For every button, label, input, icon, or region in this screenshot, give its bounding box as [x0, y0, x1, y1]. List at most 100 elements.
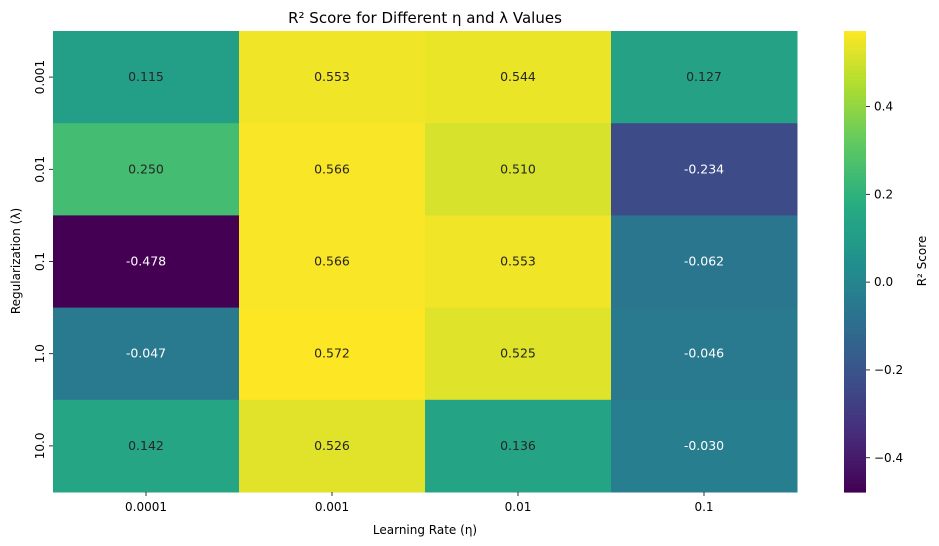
colorbar-segment [844, 269, 866, 274]
colorbar-segment [844, 319, 866, 324]
colorbar-segment [844, 434, 866, 439]
colorbar-segment [844, 127, 866, 132]
colorbar-segment [844, 346, 866, 351]
cell-value-label: 0.553 [500, 254, 536, 269]
colorbar: 0.4 0.2 0.0 −0.2 −0.4 [844, 31, 903, 493]
colorbar-segment [844, 238, 866, 243]
colorbar-segment [844, 61, 866, 67]
heatmap-cell [425, 123, 612, 216]
colorbar-segment [844, 273, 866, 278]
cell-value-label: 0.250 [128, 161, 164, 176]
colorbar-segment [844, 480, 866, 485]
colorbar-segment [844, 361, 866, 366]
y-tick-label: 0.001 [33, 60, 47, 94]
cell-value-label: 0.136 [500, 438, 536, 453]
colorbar-segment [844, 449, 866, 455]
colorbar-segment [844, 42, 866, 47]
heatmap-cell [53, 215, 240, 309]
colorbar-segment [844, 384, 866, 389]
colorbar-segment [844, 395, 866, 401]
colorbar-segment [844, 392, 866, 397]
colorbar-segment [844, 399, 866, 405]
colorbar-segment [844, 342, 866, 347]
colorbar-segment [844, 380, 866, 386]
x-tick-label: 0.0001 [125, 500, 167, 514]
colorbar-segment [844, 296, 866, 301]
x-tick-label: 0.001 [315, 500, 349, 514]
heatmap-cell [239, 307, 426, 401]
colorbar-tick-label: −0.2 [874, 363, 903, 377]
colorbar-segment [844, 169, 866, 174]
heatmap-cell [611, 399, 798, 493]
colorbar-segment [844, 253, 866, 259]
chart-title: R² Score for Different η and λ Values [288, 9, 562, 27]
colorbar-segment [844, 80, 866, 86]
colorbar-segment [844, 246, 866, 251]
colorbar-tick-label: 0.0 [874, 275, 893, 289]
y-tick-label: 0.01 [33, 156, 47, 183]
heatmap-cell [239, 215, 426, 309]
colorbar-segment [844, 307, 866, 313]
colorbar-segment [844, 161, 866, 167]
heatmap-cell [611, 123, 798, 216]
colorbar-segment [844, 276, 866, 282]
colorbar-segment [844, 50, 866, 55]
heatmap-cell [425, 399, 612, 493]
heatmap-cell [611, 215, 798, 309]
colorbar-segment [844, 211, 866, 216]
colorbar-segment [844, 242, 866, 247]
colorbar-segment [844, 453, 866, 459]
cell-value-label: 0.544 [500, 69, 536, 84]
cell-value-label: -0.047 [126, 346, 166, 361]
y-axis-label: Regularization (λ) [9, 208, 23, 314]
colorbar-segment [844, 38, 866, 44]
colorbar-segment [844, 303, 866, 309]
cell-value-label: 0.510 [500, 161, 536, 176]
colorbar-segment [844, 34, 866, 40]
heatmap-cell [53, 307, 240, 401]
colorbar-segment [844, 426, 866, 432]
colorbar-segment [844, 142, 866, 147]
heatmap-cell [239, 399, 426, 493]
colorbar-segment [844, 100, 866, 105]
x-axis-label: Learning Rate (η) [373, 523, 477, 537]
colorbar-segment [844, 207, 866, 213]
heatmap-cell [53, 31, 240, 124]
colorbar-segment [844, 369, 866, 374]
colorbar-segment [844, 215, 866, 220]
colorbar-segment [844, 326, 866, 332]
heatmap-cell [53, 399, 240, 493]
colorbar-segment [844, 388, 866, 393]
colorbar-segment [844, 445, 866, 451]
y-tick-label: 10.0 [33, 433, 47, 460]
colorbar-segment [844, 115, 866, 120]
colorbar-segment [844, 322, 866, 328]
cell-value-label: -0.478 [126, 254, 166, 269]
colorbar-segment [844, 188, 866, 193]
colorbar-segment [844, 192, 866, 197]
colorbar-segment [844, 484, 866, 489]
cell-value-label: 0.572 [314, 346, 350, 361]
colorbar-segment [844, 46, 866, 51]
heatmap-cell [425, 215, 612, 309]
colorbar-segment [844, 349, 866, 355]
colorbar-segment [844, 249, 866, 255]
colorbar-segment [844, 261, 866, 266]
colorbar-segment [844, 407, 866, 412]
colorbar-tick-label: 0.4 [874, 100, 893, 114]
colorbar-segment [844, 257, 866, 263]
cell-value-label: 0.115 [128, 69, 164, 84]
colorbar-segment [844, 311, 866, 316]
colorbar-segment [844, 430, 866, 435]
colorbar-segment [844, 184, 866, 190]
colorbar-segment [844, 31, 866, 36]
colorbar-segment [844, 438, 866, 443]
x-axis-ticks: 0.0001 0.001 0.01 0.1 [125, 492, 714, 514]
colorbar-segment [844, 119, 866, 124]
colorbar-segment [844, 84, 866, 90]
x-tick-label: 0.01 [505, 500, 532, 514]
colorbar-segment [844, 57, 866, 63]
heatmap-cell [239, 31, 426, 124]
colorbar-segment [844, 134, 866, 140]
